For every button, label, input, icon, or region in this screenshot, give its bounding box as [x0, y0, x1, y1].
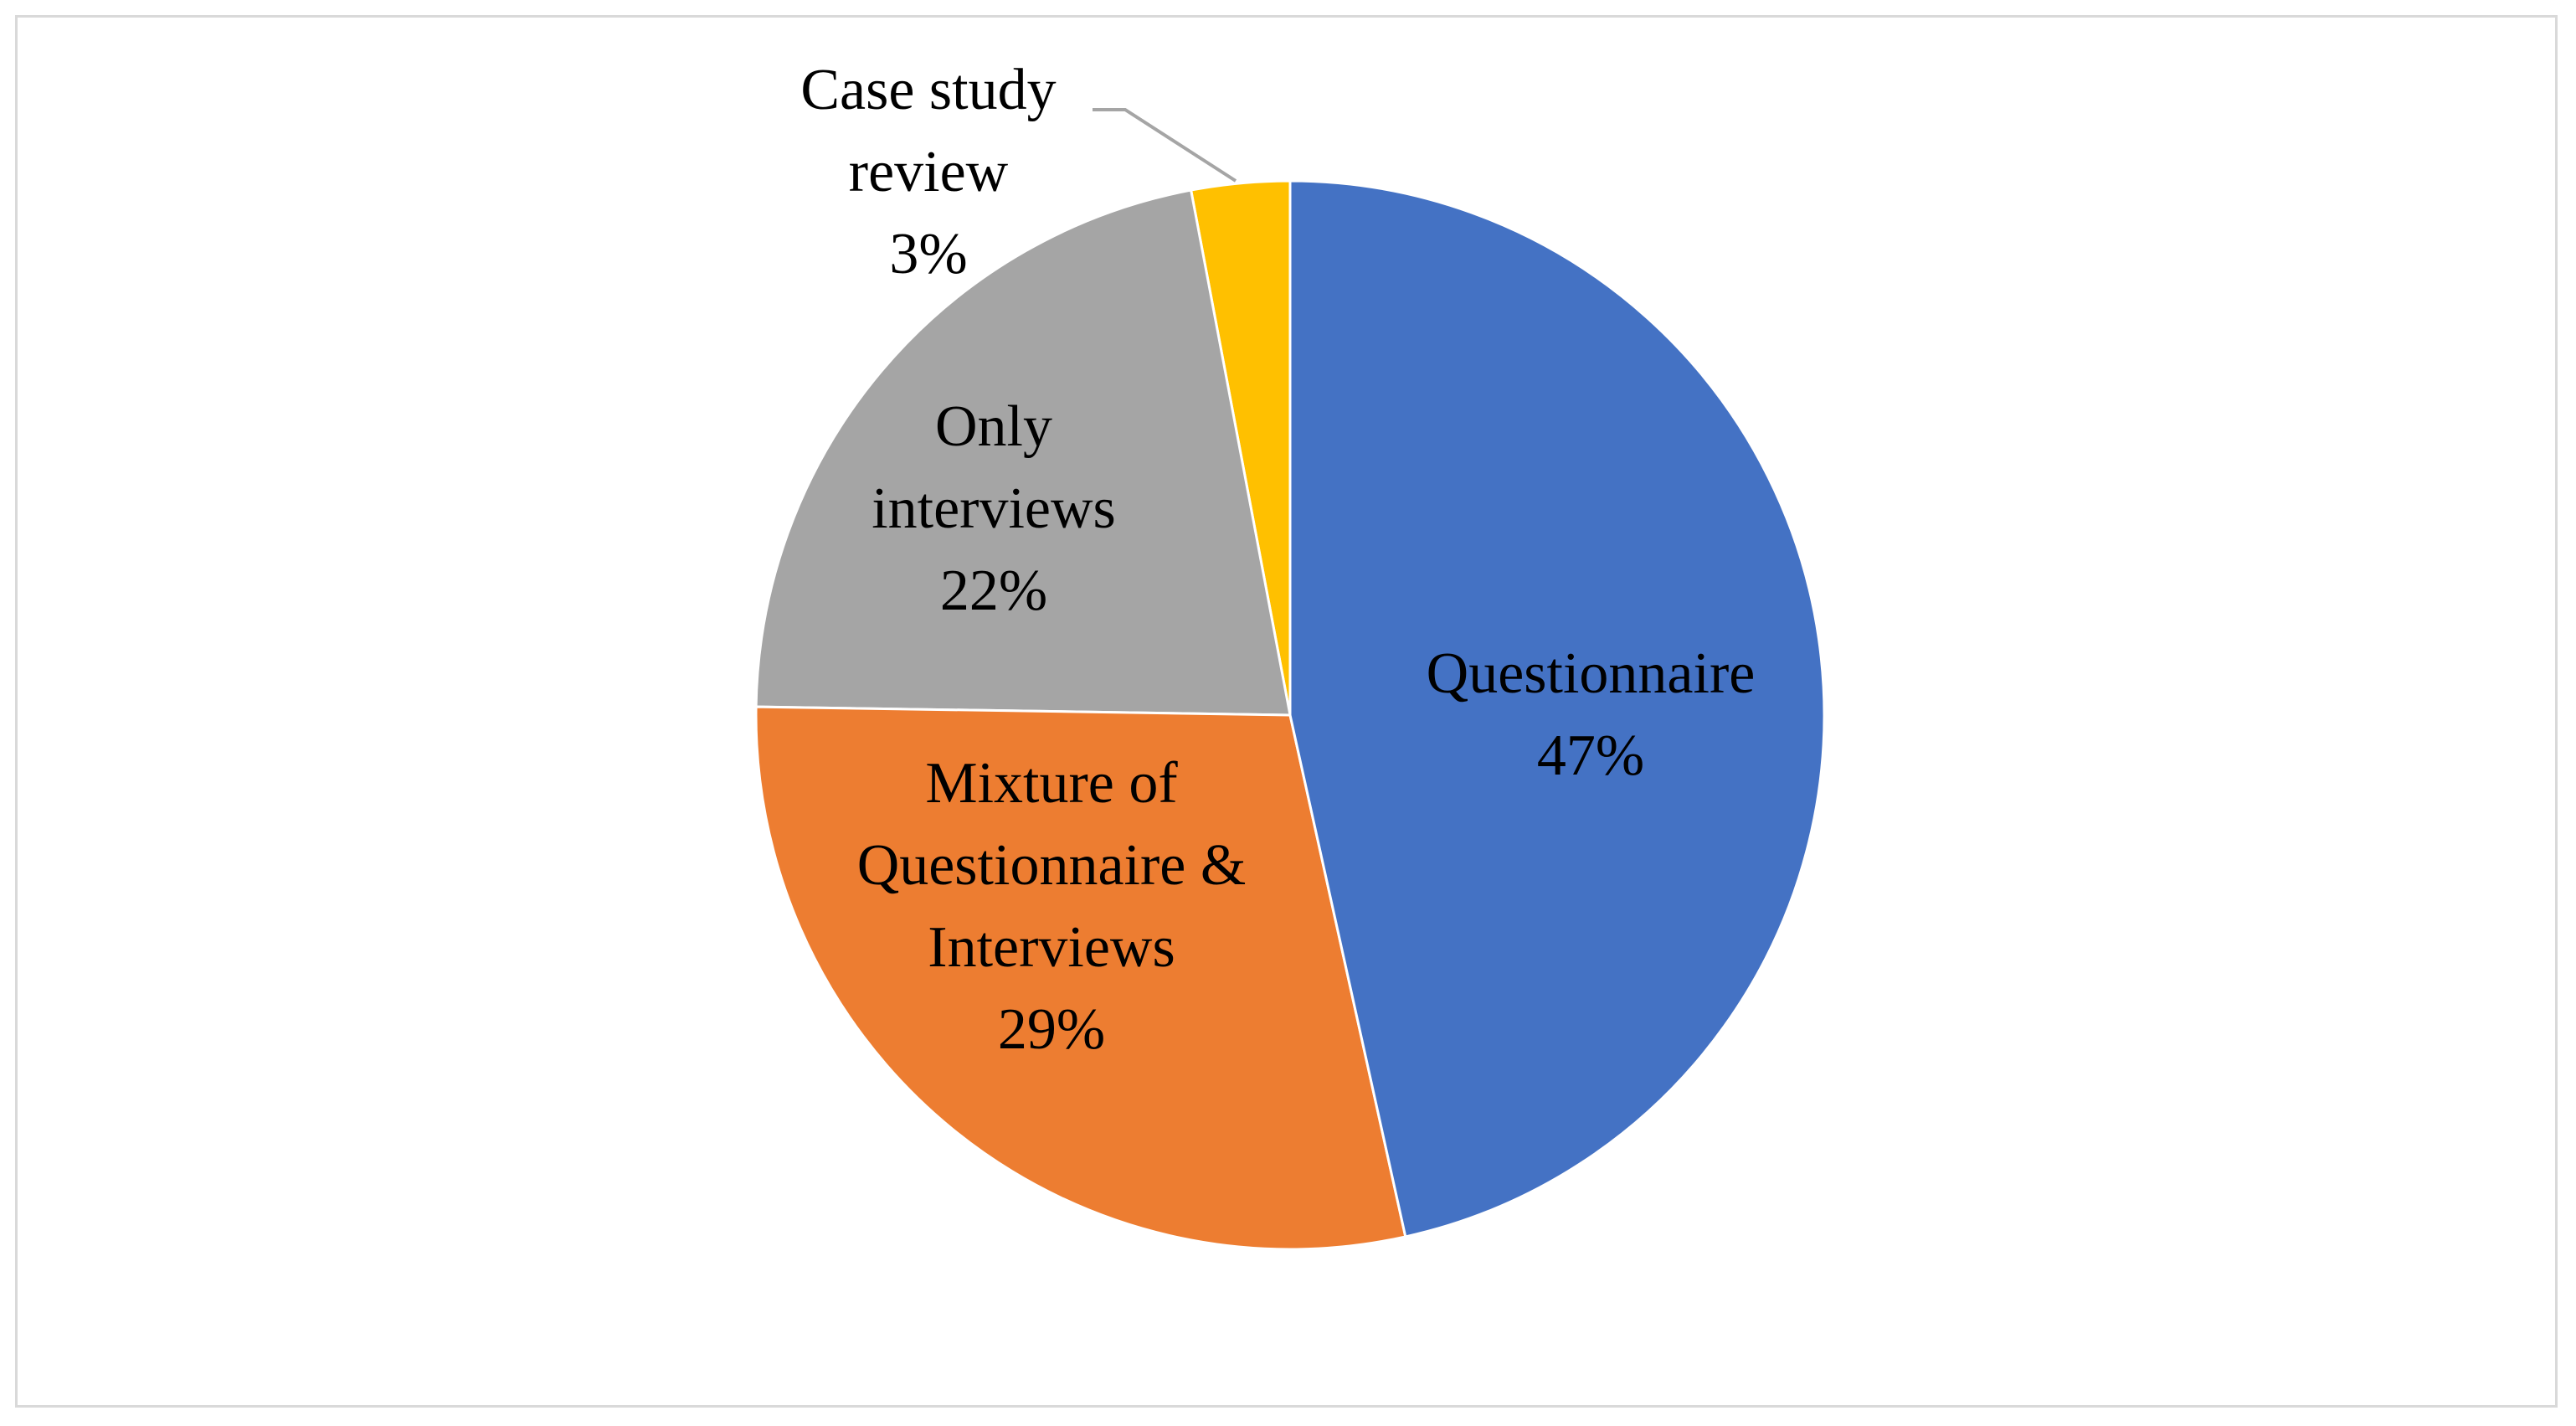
slice-label: Questionnaire 47% [1356, 633, 1825, 797]
leader-line [1093, 108, 1237, 183]
value-label: 47% [1536, 723, 1645, 788]
slice-label: Case study review 3% [761, 49, 1096, 296]
category-label: Mixture of Questionnaire & Interviews [856, 751, 1247, 980]
value-label: 29% [997, 997, 1106, 1062]
pie-slice [1288, 179, 1826, 1238]
category-label: Only interviews [872, 394, 1116, 541]
pie-slice [754, 705, 1407, 1251]
chart-border [15, 15, 2558, 1408]
slice-label: Mixture of Questionnaire & Interviews 29% [800, 743, 1303, 1071]
slice-label: Only interviews 22% [826, 386, 1161, 632]
value-label: 3% [889, 222, 968, 286]
value-label: 22% [939, 559, 1048, 623]
pie-slice [754, 188, 1292, 717]
category-label: Questionnaire [1426, 641, 1756, 706]
category-label: Case study review [800, 58, 1057, 204]
